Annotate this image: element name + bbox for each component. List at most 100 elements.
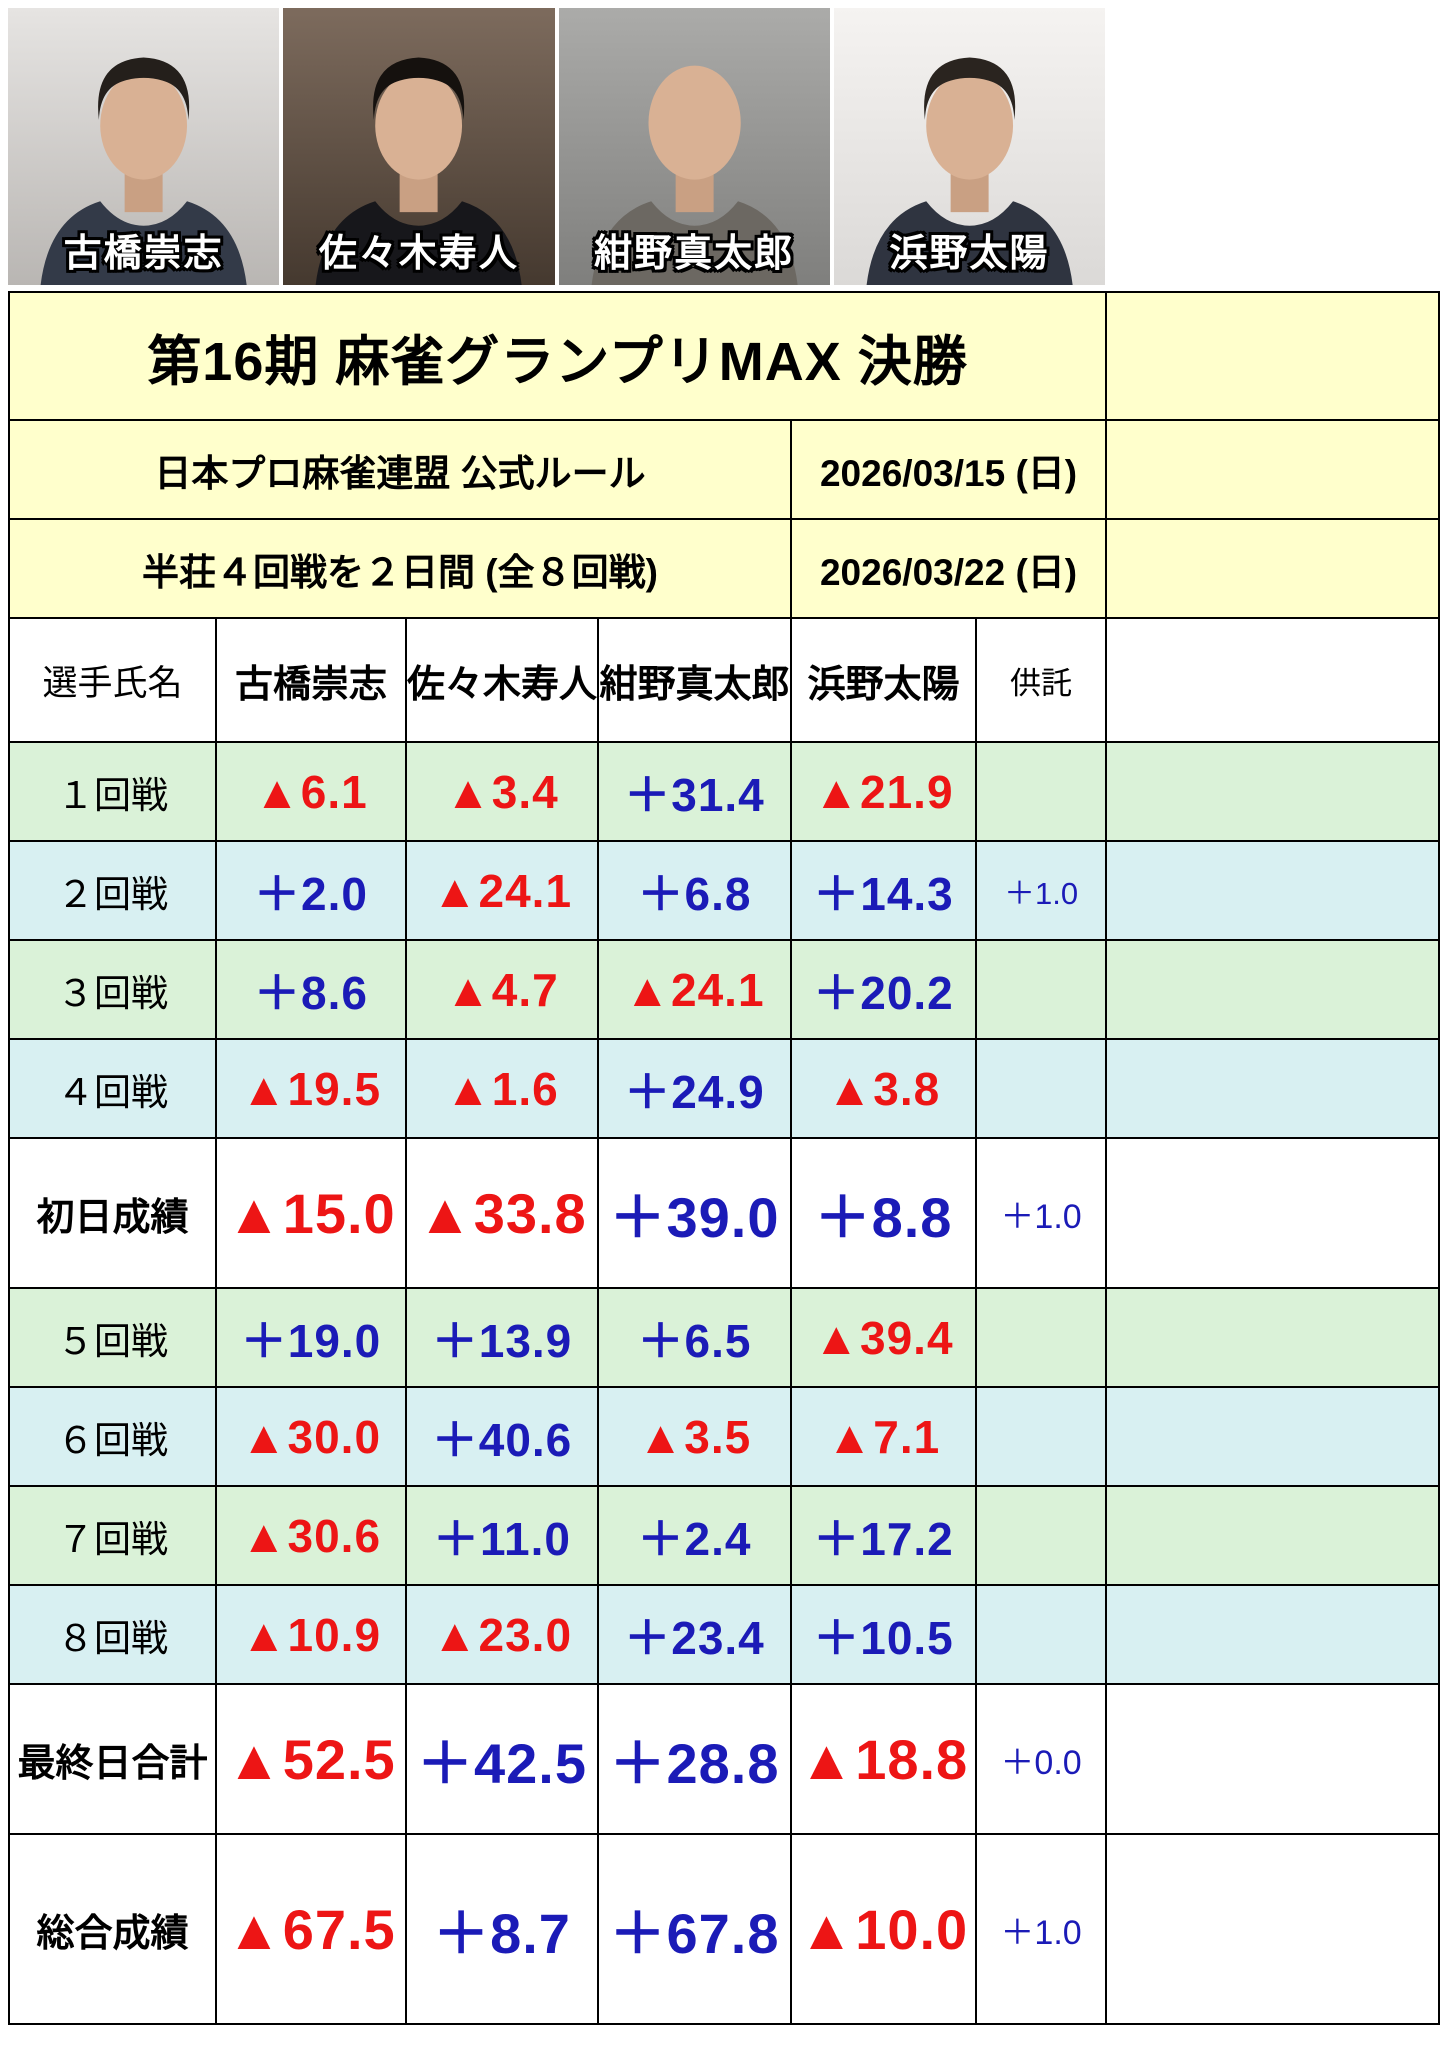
rule-label: 日本プロ麻雀連盟 公式ルール	[8, 419, 792, 520]
spacer-cell	[1105, 1683, 1441, 1835]
score-cell: ＋10.5	[790, 1584, 977, 1685]
score-cell: ▲39.4	[790, 1287, 977, 1388]
score-cell: ＋67.8	[597, 1833, 792, 2025]
score-cell: ▲23.0	[405, 1584, 599, 1685]
column-header-player: 古橋崇志	[215, 617, 407, 743]
score-cell: ＋6.5	[597, 1287, 792, 1388]
day1-date: 2026/03/15 (日)	[789, 419, 1108, 520]
row-label: １回戦	[8, 741, 217, 842]
player-photo: 浜野太陽	[833, 8, 1105, 285]
player-name-overlay: 佐々木寿人	[318, 233, 519, 275]
table-row: ７回戦 ▲30.6 ＋11.0 ＋2.4 ＋17.2	[8, 1485, 1441, 1586]
kyotaku-score-cell: ＋1.0	[974, 840, 1108, 941]
score-cell: ＋31.4	[597, 741, 792, 842]
table-row: ３回戦 ＋8.6 ▲4.7 ▲24.1 ＋20.2	[8, 939, 1441, 1040]
spacer-cell	[1105, 1485, 1441, 1586]
player-name-overlay: 古橋崇志	[63, 233, 224, 275]
row-label: 総合成績	[8, 1833, 217, 2025]
score-cell: ＋28.8	[597, 1683, 792, 1835]
score-cell: ▲33.8	[405, 1137, 599, 1289]
score-cell: ▲10.0	[790, 1833, 977, 2025]
score-cell: ▲19.5	[215, 1038, 407, 1139]
spacer-cell	[1105, 518, 1441, 619]
column-header-player-name: 選手氏名	[8, 617, 217, 743]
table-row: ４回戦 ▲19.5 ▲1.6 ＋24.9 ▲3.8	[8, 1038, 1441, 1139]
table-row: ６回戦 ▲30.0 ＋40.6 ▲3.5 ▲7.1	[8, 1386, 1441, 1487]
score-cell: ＋2.0	[215, 840, 407, 941]
player-name-overlay: 紺野真太郎	[594, 233, 795, 275]
table-row: 最終日合計 ▲52.5 ＋42.5 ＋28.8 ▲18.8 ＋0.0	[8, 1683, 1441, 1835]
player-photo: 紺野真太郎	[558, 8, 830, 285]
kyotaku-score-cell	[974, 1584, 1108, 1685]
score-cell: ▲10.9	[215, 1584, 407, 1685]
spacer-cell	[1105, 617, 1441, 743]
column-header-player: 浜野太陽	[790, 617, 977, 743]
score-cell: ▲7.1	[790, 1386, 977, 1487]
table-row: １回戦 ▲6.1 ▲3.4 ＋31.4 ▲21.9	[8, 741, 1441, 842]
spacer-cell	[1105, 741, 1441, 842]
player-name-overlay: 浜野太陽	[889, 233, 1050, 275]
person-silhouette-icon	[40, 57, 247, 285]
row-label: ８回戦	[8, 1584, 217, 1685]
kyotaku-score-cell	[974, 1287, 1108, 1388]
score-cell: ＋23.4	[597, 1584, 792, 1685]
kyotaku-score-cell: ＋0.0	[974, 1683, 1108, 1835]
person-silhouette-icon	[866, 57, 1073, 285]
kyotaku-score-cell	[974, 1038, 1108, 1139]
table-row: ８回戦 ▲10.9 ▲23.0 ＋23.4 ＋10.5	[8, 1584, 1441, 1685]
score-cell: ＋8.8	[790, 1137, 977, 1289]
score-cell: ▲6.1	[215, 741, 407, 842]
table-row: 総合成績 ▲67.5 ＋8.7 ＋67.8 ▲10.0 ＋1.0	[8, 1833, 1441, 2025]
spacer-cell	[1105, 1833, 1441, 2025]
score-cell: ▲67.5	[215, 1833, 407, 2025]
row-label: ３回戦	[8, 939, 217, 1040]
score-cell: ＋8.7	[405, 1833, 599, 2025]
score-cell: ＋39.0	[597, 1137, 792, 1289]
spacer-cell	[1105, 840, 1441, 941]
column-header-row: 選手氏名 古橋崇志 佐々木寿人 紺野真太郎 浜野太陽 供託	[8, 617, 1441, 743]
row-label: ２回戦	[8, 840, 217, 941]
format-label: 半荘４回戦を２日間 (全８回戦)	[8, 518, 792, 619]
spacer-cell	[1105, 1386, 1441, 1487]
score-cell: ＋24.9	[597, 1038, 792, 1139]
score-cell: ＋40.6	[405, 1386, 599, 1487]
format-row: 半荘４回戦を２日間 (全８回戦) 2026/03/22 (日)	[8, 518, 1441, 619]
column-header-kyotaku: 供託	[974, 617, 1108, 743]
row-label: ７回戦	[8, 1485, 217, 1586]
score-cell: ＋19.0	[215, 1287, 407, 1388]
player-photo: 古橋崇志	[8, 8, 280, 285]
score-cell: ＋11.0	[405, 1485, 599, 1586]
player-photo: 佐々木寿人	[283, 8, 555, 285]
score-cell: ▲30.0	[215, 1386, 407, 1487]
score-cell: ＋6.8	[597, 840, 792, 941]
row-label: 最終日合計	[8, 1683, 217, 1835]
spacer-cell	[1105, 419, 1441, 520]
kyotaku-score-cell	[974, 741, 1108, 842]
kyotaku-score-cell: ＋1.0	[974, 1833, 1108, 2025]
score-cell: ▲1.6	[405, 1038, 599, 1139]
score-cell: ＋13.9	[405, 1287, 599, 1388]
row-label: ６回戦	[8, 1386, 217, 1487]
title-row: 第16期 麻雀グランプリMAX 決勝	[7, 291, 1441, 421]
score-cell: ▲24.1	[405, 840, 599, 941]
score-cell: ＋8.6	[215, 939, 407, 1040]
player-photos: 古橋崇志 佐々木寿人 紺野真太郎	[8, 8, 1105, 285]
score-cell: ▲3.5	[597, 1386, 792, 1487]
score-cell: ＋2.4	[597, 1485, 792, 1586]
row-label: 初日成績	[8, 1137, 217, 1289]
rule-row: 日本プロ麻雀連盟 公式ルール 2026/03/15 (日)	[8, 419, 1441, 520]
column-header-player: 紺野真太郎	[597, 617, 792, 743]
results-tbody: 第16期 麻雀グランプリMAX 決勝 日本プロ麻雀連盟 公式ルール 2026/0…	[7, 291, 1441, 2025]
person-silhouette-icon	[315, 57, 522, 285]
score-cell: ▲30.6	[215, 1485, 407, 1586]
spacer-cell	[1105, 1038, 1441, 1139]
row-label: ５回戦	[8, 1287, 217, 1388]
score-cell: ▲3.8	[790, 1038, 977, 1139]
spacer-cell	[1105, 1137, 1441, 1289]
score-cell: ▲4.7	[405, 939, 599, 1040]
score-cell: ＋17.2	[790, 1485, 977, 1586]
column-header-player: 佐々木寿人	[405, 617, 599, 743]
score-cell: ▲21.9	[790, 741, 977, 842]
table-row: 初日成績 ▲15.0 ▲33.8 ＋39.0 ＋8.8 ＋1.0	[8, 1137, 1441, 1289]
score-cell: ▲52.5	[215, 1683, 407, 1835]
